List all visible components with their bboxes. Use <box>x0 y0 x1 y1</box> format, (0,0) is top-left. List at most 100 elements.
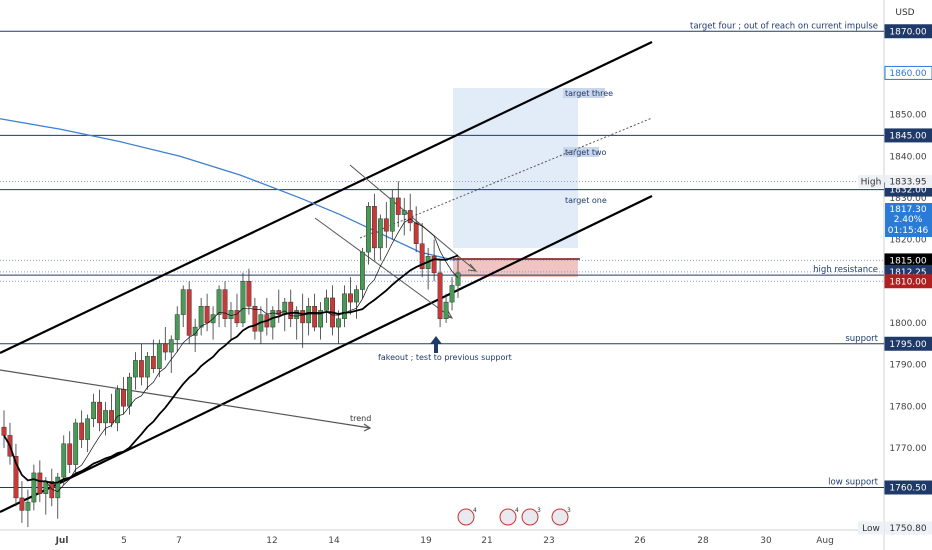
time-tick: 5 <box>121 536 127 546</box>
stop-price-tag: 1810.00 <box>889 277 926 287</box>
candle-up <box>174 314 180 340</box>
candle-down <box>204 306 210 324</box>
candle-up <box>198 306 204 328</box>
candle-up <box>61 443 67 478</box>
candle-down <box>121 389 126 407</box>
target-one-label: target one <box>565 196 607 205</box>
moving-average-200 <box>0 118 456 262</box>
candle-up <box>85 418 91 440</box>
economic-events[interactable]: 4 4 3 3 <box>457 507 571 526</box>
level-label: target four ; out of reach on current im… <box>690 21 878 31</box>
last-price-bg <box>885 203 932 237</box>
time-tick-labels: Jul 5 7 12 14 19 21 23 26 28 30 Aug <box>55 536 834 546</box>
candle-down <box>371 206 377 249</box>
level-price-tag-bg <box>884 336 932 351</box>
falling-arrowhead <box>467 263 478 272</box>
us-flag-icon <box>551 508 569 526</box>
price-tick: 1820.00 <box>889 236 926 246</box>
fakeout-label: fakeout ; test to previous support <box>378 353 512 362</box>
lower-channel-line <box>0 195 653 513</box>
candle-up <box>342 293 347 319</box>
candle-down <box>413 222 419 244</box>
candle-down <box>49 481 55 499</box>
candle-up <box>144 356 150 378</box>
ma-20-line <box>3 254 459 485</box>
candle-up <box>389 197 395 232</box>
target-zone: target three target two target one <box>453 88 613 277</box>
trend-line <box>0 369 371 429</box>
candle-up <box>324 297 329 311</box>
low-price-tag-label-bg <box>858 521 884 535</box>
price-tick: 1840.00 <box>889 152 926 162</box>
candle-down <box>383 218 389 232</box>
candle-up <box>282 301 288 315</box>
svg-text:3: 3 <box>567 507 571 514</box>
level-price-tag-bg <box>884 24 932 39</box>
candle-down <box>246 281 252 307</box>
candle-up <box>401 210 407 215</box>
candle-down <box>67 443 73 465</box>
currency-label: USD <box>895 8 914 18</box>
candle-up <box>354 289 359 303</box>
high-price-tag-label: High <box>861 177 882 187</box>
candle-up <box>91 401 97 419</box>
target-price-tag-bg <box>884 65 932 80</box>
level-label: high resistance <box>813 265 878 275</box>
level-price-tag-bg <box>884 480 932 495</box>
level-price-tag: 1870.00 <box>889 27 926 37</box>
candle-up <box>156 343 162 369</box>
candle-up <box>133 360 138 378</box>
time-tick: 21 <box>481 536 492 546</box>
trendline-drawings: trend fakeout ; test to previous support <box>0 41 653 513</box>
candle-up <box>294 310 300 319</box>
candle-down <box>222 289 228 319</box>
time-tick: 26 <box>634 536 646 546</box>
candle-down <box>186 289 192 336</box>
svg-text:4: 4 <box>473 507 477 514</box>
candle-up <box>455 272 461 286</box>
candle-down <box>138 360 144 378</box>
candle-down <box>234 310 240 324</box>
candle-up <box>360 251 365 290</box>
low-price-tag-bg <box>885 521 932 535</box>
candle-up <box>103 410 108 424</box>
us-flag-icon <box>499 508 517 526</box>
price-tick: 1780.00 <box>889 402 926 412</box>
candle-up <box>168 339 174 353</box>
last-price-tag: 1817.30 2.40% 01:15:46 <box>885 203 932 237</box>
level-price-tag: 1795.00 <box>889 340 926 350</box>
level-label: support <box>845 334 878 344</box>
candle-down <box>162 343 168 353</box>
target-two-label-bg <box>563 147 599 157</box>
ma-8-line <box>3 218 459 493</box>
high-price-tag: 1833.95 <box>889 177 926 187</box>
time-tick: 28 <box>697 536 709 546</box>
candle-down <box>395 197 401 215</box>
price-tick: 1800.00 <box>889 319 926 329</box>
bar-countdown: 01:15:46 <box>888 226 929 236</box>
candle-up <box>318 310 324 328</box>
stop-zone <box>453 259 578 277</box>
time-tick: Aug <box>816 536 834 546</box>
high-price-tag-label-bg <box>858 174 884 188</box>
candle-up <box>240 281 246 324</box>
ma-long-line <box>0 118 456 262</box>
candle-up <box>216 289 222 315</box>
moving-averages <box>3 218 459 493</box>
stop-price-tag-bg <box>884 274 932 289</box>
trend-label: trend <box>350 414 371 423</box>
candle-up <box>115 389 120 424</box>
level-label: low support <box>828 478 879 488</box>
target-three-label: target three <box>565 89 613 98</box>
candle-down <box>312 306 318 328</box>
time-tick: 30 <box>760 536 772 546</box>
candle-down <box>252 306 258 332</box>
candle-down <box>419 243 425 269</box>
trend-arrowhead <box>363 423 372 432</box>
candle-down <box>13 456 19 499</box>
candle-down <box>97 401 102 424</box>
candle-down <box>150 356 156 369</box>
price-tick: 1830.00 <box>889 194 926 204</box>
candle-up <box>443 301 449 319</box>
